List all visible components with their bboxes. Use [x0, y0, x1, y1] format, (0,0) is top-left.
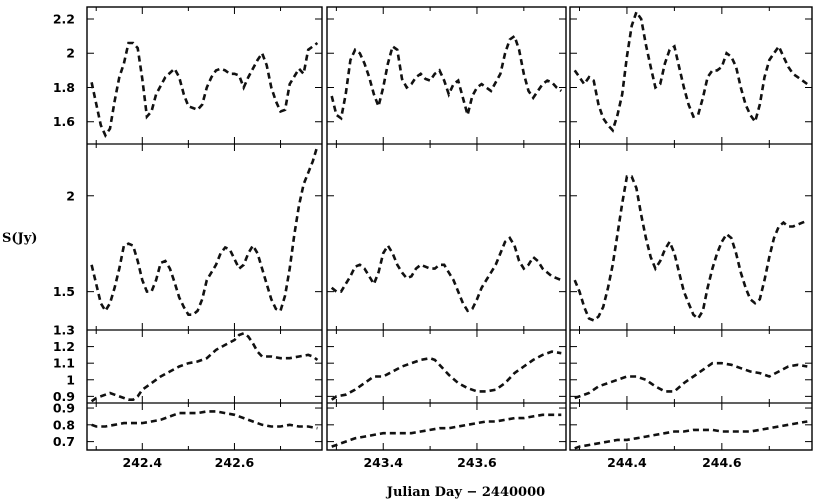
light-curve-r2-c2: [330, 236, 562, 313]
panels-layer: [86, 6, 813, 451]
light-curve-r1-c2: [330, 34, 563, 121]
x-tick-label: 243.6: [457, 455, 497, 470]
y-tick-label: 1.8: [53, 80, 75, 95]
light-curve-r1-c3: [573, 9, 809, 133]
x-tick-labels: 242.4 242.6 243.4 243.6 244.4 244.6: [123, 455, 742, 470]
y-tick-label: 1.1: [53, 356, 75, 371]
x-tick-label: 244.6: [702, 455, 742, 470]
y-tick-label: 1.2: [53, 339, 75, 354]
y-tick-label: 0.7: [53, 434, 75, 449]
light-curve-r3-c2: [330, 350, 562, 401]
y-tick-label: 1: [66, 372, 75, 387]
light-curve-r4-c2: [331, 413, 562, 448]
light-curve-r1-c1: [90, 41, 319, 139]
column-frame-3: [569, 6, 813, 451]
x-tick-label: 242.6: [215, 455, 255, 470]
y-tick-label: 2: [66, 46, 75, 61]
y-axis-label: S(Jy): [2, 231, 37, 246]
light-curve-r2-c1: [90, 145, 319, 316]
y-tick-label: 1.6: [53, 114, 75, 129]
x-axis-label: Julian Day − 2440000: [386, 485, 545, 500]
column-frame-2: [326, 6, 567, 451]
light-curve-r3-c3: [574, 361, 808, 400]
y-tick-label: 0.8: [53, 417, 75, 432]
light-curve-r3-c1: [90, 331, 319, 403]
y-tick-label: 0.9: [53, 401, 75, 416]
light-curve-r4-c1: [91, 410, 318, 430]
column-frame-1: [86, 6, 323, 451]
y-tick-label: 1.5: [53, 284, 75, 299]
x-tick-label: 243.4: [363, 455, 403, 470]
y-tick-labels: 1.61.822.21.31.520.911.11.20.70.80.9: [53, 11, 75, 449]
y-tick-label: 0.9: [53, 389, 75, 404]
x-tick-label: 242.4: [123, 455, 163, 470]
light-curve-r4-c3: [574, 420, 808, 450]
y-tick-label: 2.2: [53, 11, 75, 26]
y-tick-label: 2: [66, 188, 75, 203]
x-tick-label: 244.4: [607, 455, 647, 470]
light-curve-r2-c3: [573, 175, 808, 322]
y-tick-label: 1.3: [53, 323, 75, 338]
